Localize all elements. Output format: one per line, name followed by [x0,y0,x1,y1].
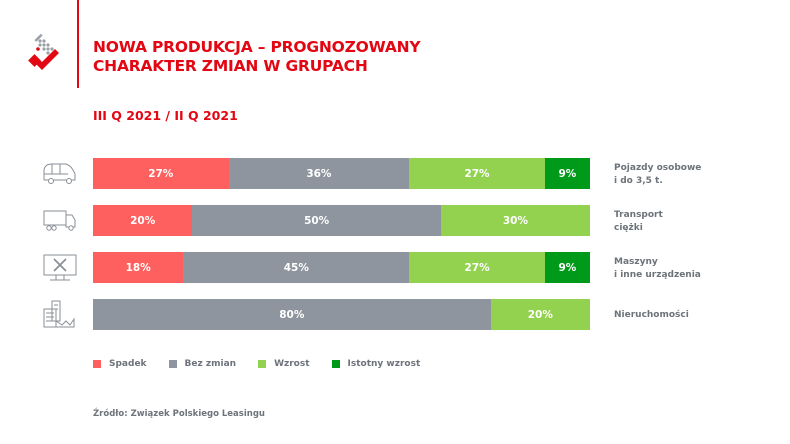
category-label: Maszyny i inne urządzenia [614,256,701,281]
data-label: 27% [464,167,490,180]
data-label: 27% [148,167,174,180]
legend-item: Spadek [93,359,147,369]
bar-row: 20% 50% 30% [93,205,590,236]
category-line: ciężki [614,222,643,233]
legend-item: Wzrost [258,359,310,369]
subtitle: III Q 2021 / II Q 2021 [93,108,238,123]
data-label: 9% [558,261,577,274]
category-line: Maszyny [614,257,658,267]
bar-segment: 20% [490,299,590,330]
legend-label: Istotny wzrost [347,359,421,369]
legend-swatch [168,360,177,368]
legend-item: Istotny wzrost [331,359,421,369]
data-label: 80% [279,308,305,321]
data-label: 20% [527,308,553,321]
bar-segment: 80% [93,299,491,330]
legend-label: Bez zmian [184,359,237,369]
legend-label: Spadek [109,359,147,369]
bar-segment: 18% [93,252,184,283]
bar-row: 18% 45% 27% 9% [93,252,590,283]
title-line-2: CHARAKTER ZMIAN W GRUPACH [93,57,368,75]
data-label: 45% [283,261,309,274]
data-label: 50% [304,214,330,227]
page-title: NOWA PRODUKCJA – PROGNOZOWANY CHARAKTER … [93,38,421,76]
data-label: 36% [306,167,332,180]
bar-segment: 27% [409,158,545,189]
data-label: 30% [502,214,528,227]
bar-segment: 50% [192,205,441,236]
legend-swatch [258,360,267,368]
data-label: 18% [125,261,151,274]
legend-label: Wzrost [274,359,310,369]
bar-segment: 20% [93,205,193,236]
category-line: i inne urządzenia [614,269,701,280]
bar-segment: 45% [183,252,410,283]
car-icon [43,163,76,184]
category-line: Pojazdy osobowe [614,163,702,173]
truck-icon [43,210,76,231]
bar-row: 80% 20% [93,299,590,330]
category-line: Nieruchomości [614,310,689,320]
legend-swatch [93,360,101,368]
bar-segment: 9% [544,252,590,283]
bar-segment: 9% [544,158,590,189]
legend: Spadek Bez zmian Wzrost Istotny wzrost [93,359,442,369]
data-label: 27% [464,261,490,274]
category-label: Transport ciężki [614,209,663,234]
bar-segment: 30% [440,205,590,236]
legend-item: Bez zmian [168,359,237,369]
bar-row: 27% 36% 27% 9% [93,158,590,189]
category-line: Transport [614,210,663,220]
data-label: 9% [558,167,577,180]
category-label: Pojazdy osobowe i do 3,5 t. [614,162,701,187]
machine-icon [43,254,77,281]
bar-segment: 36% [228,158,410,189]
category-line: i do 3,5 t. [614,175,663,186]
source-note: Źródło: Związek Polskiego Leasingu [93,409,265,419]
data-label: 20% [130,214,156,227]
category-label: Nieruchomości [614,309,689,322]
logo [28,33,59,70]
bar-segment: 27% [409,252,545,283]
building-icon [43,300,75,328]
divider [77,0,79,88]
bar-segment: 27% [93,158,229,189]
title-line-1: NOWA PRODUKCJA – PROGNOZOWANY [93,38,421,56]
legend-swatch [331,360,340,368]
